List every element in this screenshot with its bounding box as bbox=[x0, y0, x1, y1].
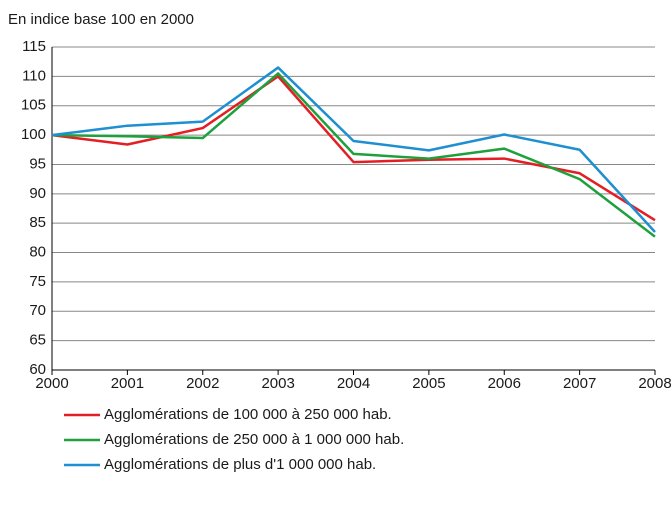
x-tick-label: 2004 bbox=[337, 375, 370, 392]
y-tick-label: 95 bbox=[29, 155, 46, 172]
legend-label: Agglomérations de 100 000 à 250 000 hab. bbox=[104, 406, 392, 423]
y-tick-label: 90 bbox=[29, 185, 46, 202]
y-tick-label: 100 bbox=[21, 126, 46, 143]
y-tick-label: 115 bbox=[22, 38, 46, 55]
axis-title: En indice base 100 en 2000 bbox=[8, 11, 194, 28]
x-tick-label: 2000 bbox=[35, 375, 68, 392]
y-tick-label: 65 bbox=[29, 332, 46, 349]
x-tick-label: 2001 bbox=[111, 375, 144, 392]
x-tick-label: 2006 bbox=[488, 375, 521, 392]
y-tick-label: 75 bbox=[29, 273, 46, 290]
y-tick-label: 110 bbox=[22, 67, 46, 84]
series-line bbox=[51, 72, 656, 238]
x-tick-label: 2007 bbox=[563, 375, 596, 392]
series-line bbox=[51, 66, 656, 233]
series-line bbox=[51, 75, 656, 222]
legend-label: Agglomérations de 250 000 à 1 000 000 ha… bbox=[104, 431, 404, 448]
y-tick-label: 105 bbox=[21, 97, 46, 114]
y-tick-label: 80 bbox=[29, 244, 46, 261]
x-tick-label: 2003 bbox=[261, 375, 294, 392]
x-tick-label: 2008 bbox=[638, 375, 671, 392]
x-tick-label: 2002 bbox=[186, 375, 219, 392]
y-tick-label: 85 bbox=[29, 214, 46, 231]
legend-label: Agglomérations de plus d'1 000 000 hab. bbox=[104, 456, 376, 473]
y-tick-label: 60 bbox=[29, 361, 46, 378]
x-tick-label: 2005 bbox=[412, 375, 445, 392]
y-tick-label: 70 bbox=[29, 302, 46, 319]
